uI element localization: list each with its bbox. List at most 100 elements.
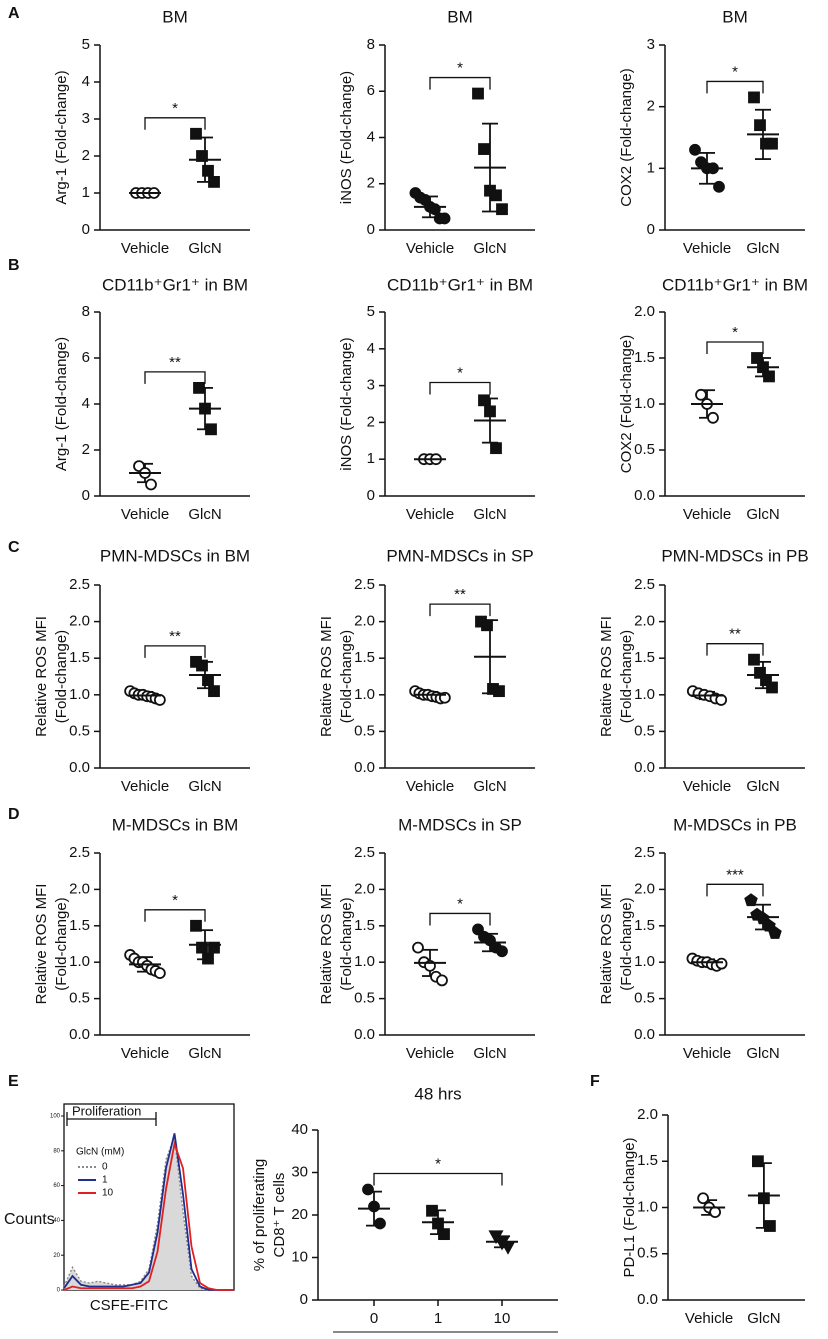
y-tick-label: 0.5 bbox=[354, 722, 375, 739]
panel-label: B bbox=[8, 257, 20, 274]
data-point bbox=[496, 945, 508, 958]
y-tick-label: 2.0 bbox=[634, 880, 655, 897]
x-tick-label: Vehicle bbox=[406, 1045, 454, 1062]
y-tick-label: 6 bbox=[82, 349, 90, 366]
significance-bracket bbox=[429, 76, 491, 90]
data-point bbox=[193, 381, 205, 394]
x-tick-label: 0 bbox=[370, 1310, 378, 1327]
data-point bbox=[374, 1217, 386, 1230]
y-axis-label: (Fold-change) bbox=[618, 630, 635, 723]
data-point bbox=[438, 1228, 450, 1241]
significance-bracket bbox=[706, 341, 764, 354]
panel-label: C bbox=[8, 539, 20, 556]
y-axis-label: Relative ROS MFI bbox=[318, 616, 335, 737]
y-axis-label: Relative ROS MFI bbox=[33, 884, 50, 1005]
y-tick-label: 5 bbox=[367, 303, 375, 320]
data-point bbox=[190, 127, 202, 140]
y-axis-label: % of proliferating bbox=[251, 1159, 268, 1272]
y-tick-label: 2.0 bbox=[637, 1106, 658, 1123]
data-point bbox=[748, 91, 760, 104]
significance-label: *** bbox=[726, 866, 744, 883]
significance-label: * bbox=[732, 63, 738, 80]
x-axis-label: CSFE-FITC bbox=[90, 1297, 168, 1314]
y-axis-label: Relative ROS MFI bbox=[318, 884, 335, 1005]
histogram-line bbox=[63, 1140, 234, 1291]
data-point bbox=[412, 941, 424, 954]
y-tick-label: 5 bbox=[82, 36, 90, 53]
y-tick-label: 2.0 bbox=[634, 613, 655, 630]
x-tick-label: GlcN bbox=[746, 778, 779, 795]
y-tick-label: 1.0 bbox=[354, 686, 375, 703]
y-tick-label: 1.0 bbox=[634, 395, 655, 412]
significance-label: ** bbox=[169, 628, 181, 645]
y-tick-label: 0.0 bbox=[634, 487, 655, 504]
x-tick-label: GlcN bbox=[188, 1045, 221, 1062]
x-tick-label: GlcN bbox=[188, 778, 221, 795]
legend-label: 10 bbox=[102, 1188, 114, 1199]
x-tick-label: GlcN bbox=[188, 240, 221, 257]
y-axis-label: iNOS (Fold-change) bbox=[338, 71, 355, 204]
y-tick-label: 80 bbox=[53, 1148, 60, 1154]
y-axis-label: Counts bbox=[4, 1211, 55, 1228]
data-point bbox=[208, 941, 220, 954]
data-point bbox=[751, 352, 763, 364]
y-tick-label: 0 bbox=[82, 221, 90, 238]
data-point bbox=[472, 923, 484, 936]
y-tick-label: 4 bbox=[367, 128, 375, 145]
data-point bbox=[490, 442, 502, 455]
significance-label: * bbox=[457, 895, 463, 912]
y-tick-label: 2.0 bbox=[69, 613, 90, 630]
y-axis-label: (Fold-change) bbox=[338, 630, 355, 723]
x-tick-label: GlcN bbox=[746, 240, 779, 257]
y-tick-label: 1.0 bbox=[69, 953, 90, 970]
significance-bracket bbox=[144, 909, 206, 922]
y-tick-label: 0.0 bbox=[354, 759, 375, 776]
data-point bbox=[758, 1192, 770, 1205]
histogram-line bbox=[63, 1136, 234, 1291]
y-tick-label: 30 bbox=[291, 1163, 308, 1180]
y-tick-label: 2.5 bbox=[69, 844, 90, 861]
y-axis-label: Arg-1 (Fold-change) bbox=[53, 337, 70, 471]
x-tick-label: Vehicle bbox=[683, 240, 731, 257]
significance-bracket bbox=[144, 645, 206, 658]
y-tick-label: 3 bbox=[367, 377, 375, 394]
y-tick-label: 0.5 bbox=[69, 990, 90, 1007]
y-tick-label: 4 bbox=[82, 73, 90, 90]
y-tick-label: 100 bbox=[50, 1114, 61, 1120]
data-point bbox=[478, 143, 490, 155]
data-point bbox=[472, 87, 484, 100]
data-point bbox=[153, 967, 166, 980]
data-point bbox=[190, 919, 202, 932]
y-tick-label: 0.5 bbox=[69, 722, 90, 739]
x-tick-label: GlcN bbox=[188, 506, 221, 523]
y-tick-label: 2.0 bbox=[354, 880, 375, 897]
significance-bracket bbox=[429, 381, 491, 395]
y-tick-label: 0.5 bbox=[634, 722, 655, 739]
chart-title: M-MDSCs in SP bbox=[398, 815, 522, 834]
y-tick-label: 0.0 bbox=[354, 1026, 375, 1043]
data-point bbox=[208, 175, 220, 188]
data-point bbox=[748, 653, 760, 666]
y-tick-label: 0 bbox=[647, 221, 655, 238]
y-tick-label: 0.0 bbox=[69, 1026, 90, 1043]
y-tick-label: 0.0 bbox=[69, 759, 90, 776]
y-tick-label: 0.5 bbox=[634, 441, 655, 458]
data-point bbox=[713, 180, 725, 193]
y-tick-label: 1 bbox=[367, 450, 375, 467]
data-point bbox=[196, 659, 208, 672]
histogram-area bbox=[64, 1136, 234, 1290]
panel-label: F bbox=[590, 1073, 600, 1090]
y-tick-label: 1.5 bbox=[634, 349, 655, 366]
data-point bbox=[764, 1220, 776, 1232]
y-tick-label: 1.0 bbox=[354, 953, 375, 970]
y-tick-label: 8 bbox=[82, 303, 90, 320]
y-tick-label: 40 bbox=[291, 1121, 308, 1138]
y-axis-label: Relative ROS MFI bbox=[33, 616, 50, 737]
data-point bbox=[695, 388, 707, 401]
data-point bbox=[205, 423, 217, 436]
y-tick-label: 20 bbox=[53, 1253, 60, 1259]
x-tick-label: GlcN bbox=[473, 778, 506, 795]
legend-label: 1 bbox=[102, 1175, 108, 1186]
y-tick-label: 1.5 bbox=[634, 649, 655, 666]
